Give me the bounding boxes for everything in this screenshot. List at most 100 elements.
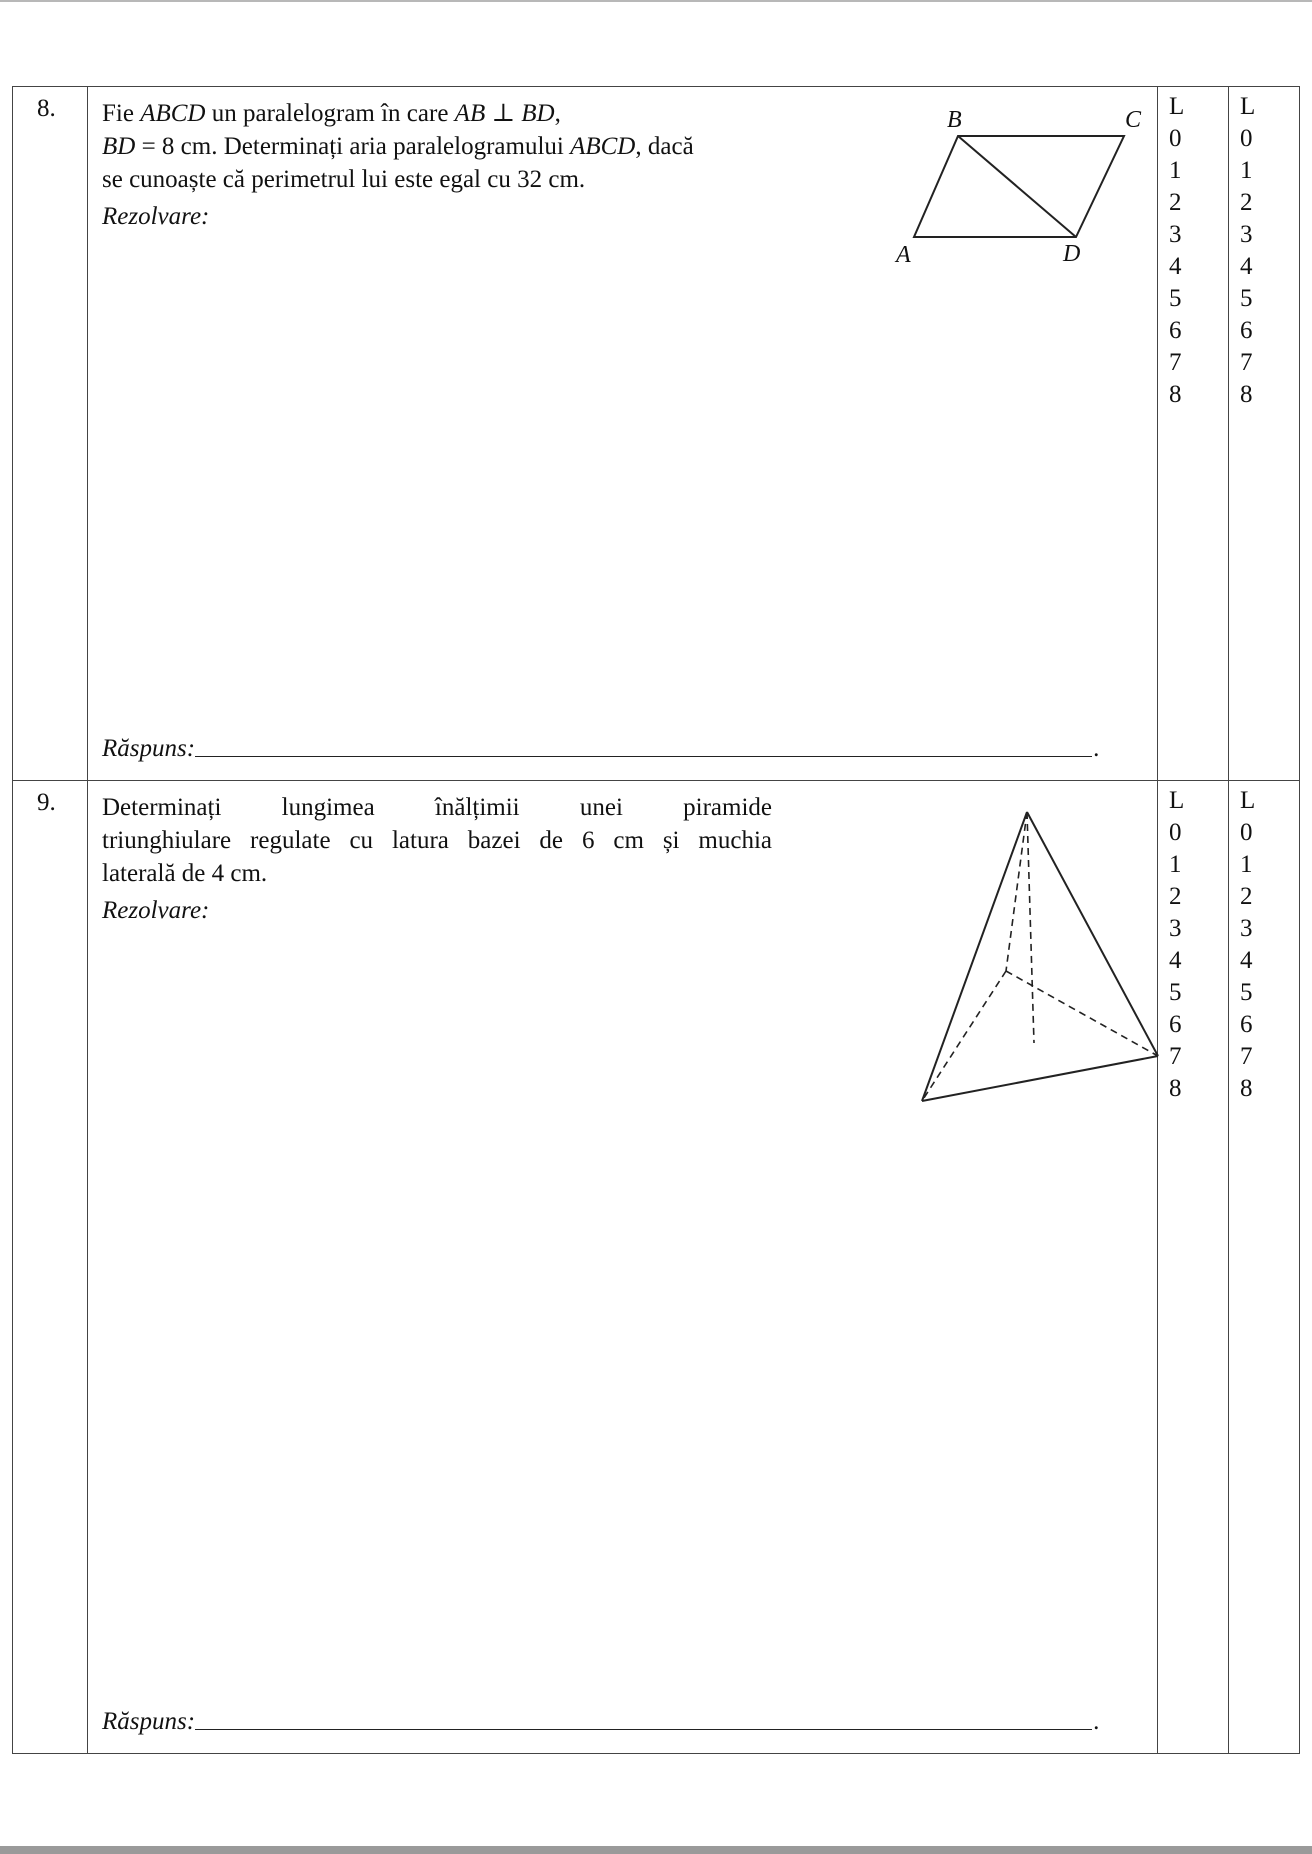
score-mark[interactable]: 0 [1240,819,1253,846]
question-number-cell: 9. [12,780,88,1754]
vertex-label-a: A [894,242,911,268]
parallelogram-figure: B C A D [894,107,1142,268]
score-mark[interactable]: 3 [1169,221,1182,248]
score-column-1: L 0 1 2 3 4 5 6 7 8 [1157,780,1229,1754]
parallelogram-abcd [912,135,1126,238]
score-mark[interactable]: 6 [1169,317,1182,344]
score-mark[interactable]: 7 [1240,349,1253,376]
statement-line: laterală de 4 cm. [102,860,268,887]
score-mark[interactable]: L [1240,93,1256,120]
statement-line: Determinați lungimea înălțimii unei pira… [102,794,772,821]
question-statement: Determinați lungimea înălțimii unei pira… [102,791,772,890]
score-mark[interactable]: 6 [1169,1011,1182,1038]
score-mark[interactable]: 3 [1169,915,1182,942]
question-number-cell: 8. [12,86,88,781]
vertex-label-d: D [1062,241,1080,267]
score-mark[interactable]: 8 [1169,1075,1182,1102]
answer-end: . [1093,1708,1100,1735]
statement-line: se cunoaște că perimetrul lui este egal … [102,163,694,196]
question-number: 8. [37,95,56,122]
score-mark[interactable]: 3 [1240,915,1253,942]
score-mark[interactable]: 3 [1240,221,1253,248]
score-mark[interactable]: 2 [1169,189,1182,216]
pyramid-edge [1026,811,1159,1057]
diagonal-bd [957,135,1077,238]
score-mark[interactable]: 2 [1169,883,1182,910]
score-list: L 0 1 2 3 4 5 6 7 8 [1229,781,1299,1105]
score-column-2: L 0 1 2 3 4 5 6 7 8 [1228,780,1300,1754]
math-run: BD [102,133,136,160]
score-mark[interactable]: 1 [1240,157,1253,184]
score-mark[interactable]: 7 [1169,1043,1182,1070]
text-run: se cunoaște că perimetrul lui este egal … [102,166,586,193]
answer-line[interactable]: Răspuns:. [102,1705,1099,1736]
question-row-9: 9. Determinați lungimea înălțimii unei p… [12,780,1300,1754]
score-mark[interactable]: 8 [1240,381,1253,408]
answer-line[interactable]: Răspuns:. [102,732,1099,763]
statement-line: Fie ABCD un paralelogram în care AB ⊥ BD… [102,97,694,130]
math-run: ABCD [570,133,636,160]
rezolvare-label: Rezolvare: [102,897,210,924]
question-number: 9. [37,789,56,816]
question-statement: Fie ABCD un paralelogram în care AB ⊥ BD… [102,97,694,196]
score-list: L 0 1 2 3 4 5 6 7 8 [1229,87,1299,411]
question-row-8: 8. Fie ABCD un paralelogram în care AB ⊥… [12,86,1300,781]
score-mark[interactable]: 5 [1240,979,1253,1006]
vertex-label-b: B [947,107,962,133]
score-mark[interactable]: L [1169,93,1185,120]
statement-line: BD = 8 cm. Determinați aria paralelogram… [102,130,694,163]
score-mark[interactable]: 1 [1169,157,1182,184]
score-mark[interactable]: 4 [1169,947,1182,974]
score-mark[interactable]: 1 [1169,851,1182,878]
score-mark[interactable]: L [1169,787,1185,814]
math-run: AB ⊥ BD [454,100,555,127]
score-mark[interactable]: 5 [1169,285,1182,312]
rezolvare-label: Rezolvare: [102,203,210,230]
vertex-label-c: C [1125,107,1142,133]
score-mark[interactable]: 0 [1169,819,1182,846]
score-mark[interactable]: 5 [1240,285,1253,312]
score-mark[interactable]: 2 [1240,883,1253,910]
score-list: L 0 1 2 3 4 5 6 7 8 [1158,87,1228,411]
pyramid-height [1026,811,1035,1044]
hidden-base-edge [921,970,1007,1102]
score-mark[interactable]: 6 [1240,317,1253,344]
score-mark[interactable]: 0 [1169,125,1182,152]
answer-blank[interactable] [195,1705,1093,1730]
text-run: = 8 cm. Determinați aria paralelogramulu… [135,133,571,160]
answer-end: . [1093,735,1100,762]
score-mark[interactable]: 4 [1240,253,1253,280]
score-column-2: L 0 1 2 3 4 5 6 7 8 [1228,86,1300,781]
hidden-edge [1005,811,1028,972]
answer-label: Răspuns: [102,1708,196,1735]
math-run: ABCD [140,100,206,127]
pyramid-edge [921,811,1028,1102]
score-list: L 0 1 2 3 4 5 6 7 8 [1158,781,1228,1105]
score-mark[interactable]: 4 [1240,947,1253,974]
score-mark[interactable]: 0 [1240,125,1253,152]
exam-table: 8. Fie ABCD un paralelogram în care AB ⊥… [12,86,1300,1754]
text-run: Fie [102,100,141,127]
score-mark[interactable]: 2 [1240,189,1253,216]
pyramid-figure [921,811,1159,1102]
answer-blank[interactable] [195,732,1093,757]
text-run: , dacă [635,133,694,160]
text-run: un paralelogram în care [205,100,455,127]
pyramid-base-edge [921,1055,1159,1102]
page-bottom-bar [0,1846,1312,1854]
score-mark[interactable]: 4 [1169,253,1182,280]
score-mark[interactable]: 5 [1169,979,1182,1006]
score-mark[interactable]: 6 [1240,1011,1253,1038]
answer-label: Răspuns: [102,735,196,762]
score-mark[interactable]: 7 [1169,349,1182,376]
question-content-cell: Fie ABCD un paralelogram în care AB ⊥ BD… [87,86,1158,781]
score-column-1: L 0 1 2 3 4 5 6 7 8 [1157,86,1229,781]
hidden-base-edge [1005,970,1159,1057]
score-mark[interactable]: 8 [1169,381,1182,408]
score-mark[interactable]: L [1240,787,1256,814]
text-run: , [554,100,561,127]
score-mark[interactable]: 1 [1240,851,1253,878]
statement-line: triunghiulare regulate cu latura bazei d… [102,827,772,854]
score-mark[interactable]: 7 [1240,1043,1253,1070]
score-mark[interactable]: 8 [1240,1075,1253,1102]
